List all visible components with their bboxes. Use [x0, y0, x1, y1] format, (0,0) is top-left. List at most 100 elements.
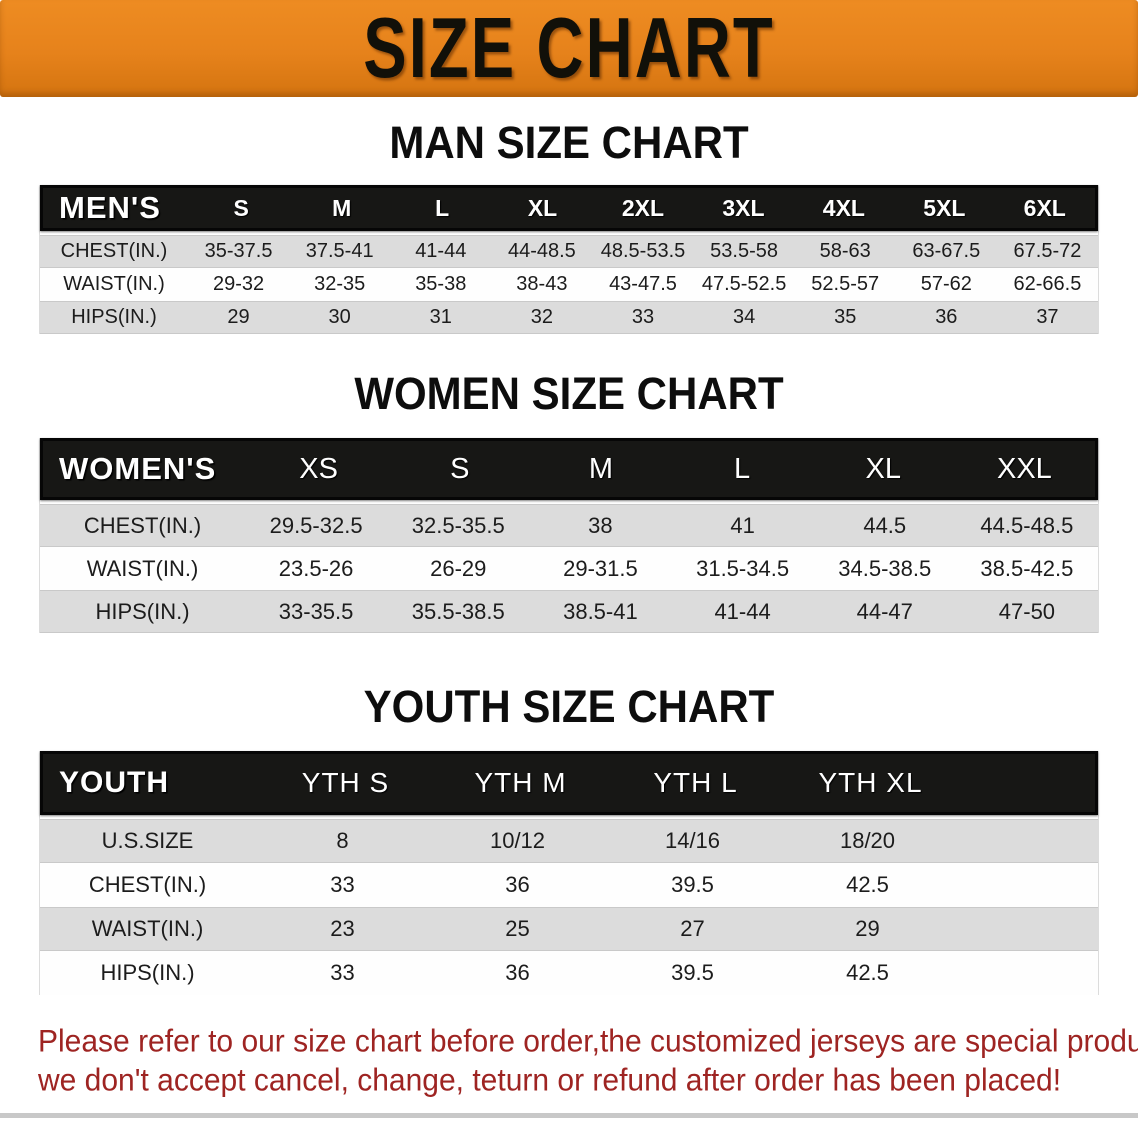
table-header-row: MEN'S S M L XL 2XL 3XL 4XL 5XL 6XL: [40, 185, 1098, 231]
table-cell: 30: [328, 306, 351, 328]
table-cell: 10/12: [489, 828, 546, 853]
table-cell: 67.5-72: [1013, 240, 1082, 262]
table-cell: 63-67.5: [912, 240, 981, 262]
table-cell: 44-48.5: [507, 240, 576, 262]
table-cell: 44-47: [856, 598, 913, 624]
table-cell: 62-66.5: [1013, 273, 1082, 295]
women-section-title: WOMEN SIZE CHART: [0, 368, 1138, 419]
table-cell: 33: [330, 960, 355, 985]
table-row: WAIST(IN.) 23 25 27 29: [40, 907, 1098, 951]
column-header: XL: [527, 194, 558, 221]
disclaimer-line-1: Please refer to our size chart before or…: [38, 1024, 1138, 1059]
table-header-label: WOMEN'S: [59, 451, 217, 486]
table-row: HIPS(IN.) 33-35.5 35.5-38.5 38.5-41 41-44 44-…: [40, 590, 1098, 633]
table-cell: 42.5: [846, 872, 889, 897]
table-cell: 26-29: [430, 555, 487, 581]
table-cell: 39.5: [671, 960, 714, 985]
table-row: CHEST(IN.) 33 36 39.5 42.5: [40, 863, 1098, 907]
column-header: 5XL: [923, 194, 966, 221]
column-header: S: [233, 194, 249, 221]
row-label: WAIST(IN.): [91, 916, 204, 941]
table-cell: 37.5-41: [305, 240, 374, 262]
table-row: U.S.SIZE 8 10/12 14/16 18/20: [40, 819, 1098, 863]
row-label: WAIST(IN.): [86, 555, 199, 581]
column-header: M: [332, 194, 352, 221]
table-cell: 35-38: [415, 273, 467, 295]
table-cell: 41-44: [714, 598, 771, 624]
table-cell: 29.5-32.5: [269, 512, 363, 538]
column-header: M: [588, 452, 613, 485]
table-cell: 29-32: [212, 273, 265, 295]
table-cell: 18/20: [839, 828, 896, 853]
column-header: YTH M: [474, 767, 567, 798]
table-cell: 14/16: [664, 828, 721, 853]
table-header-label: YOUTH: [59, 766, 169, 799]
table-cell: 52.5-57: [811, 273, 880, 295]
table-cell: 35-37.5: [204, 240, 273, 262]
table-cell: 47-50: [998, 598, 1056, 624]
column-header: XS: [299, 452, 338, 485]
youth-section-title-text: YOUTH SIZE CHART: [363, 681, 775, 732]
row-label: HIPS(IN.): [100, 960, 195, 985]
table-cell: 32: [530, 306, 553, 328]
table-cell: 36: [505, 960, 530, 985]
table-row: WAIST(IN.) 29-32 32-35 35-38 38-43 43-47.5 47.…: [40, 268, 1098, 301]
man-section-title-text: MAN SIZE CHART: [389, 117, 749, 168]
row-label: CHEST(IN.): [83, 512, 202, 538]
banner-title: SIZE CHART: [363, 0, 775, 97]
women-section-title-text: WOMEN SIZE CHART: [354, 368, 784, 419]
column-header: 3XL: [722, 194, 765, 221]
table-cell: 32.5-35.5: [411, 512, 505, 538]
table-cell: 37: [1036, 306, 1059, 328]
table-cell: 27: [680, 916, 705, 941]
table-row: CHEST(IN.) 35-37.5 37.5-41 41-44 44-48.5 48.5…: [40, 235, 1098, 268]
table-cell: 38.5-42.5: [980, 555, 1074, 581]
row-label: CHEST(IN.): [60, 240, 168, 262]
table-cell: 44.5-48.5: [980, 512, 1074, 538]
size-chart-banner: SIZE CHART: [0, 0, 1138, 97]
column-header: YTH XL: [818, 767, 923, 798]
row-label: CHEST(IN.): [88, 872, 207, 897]
table-row: HIPS(IN.) 29 30 31 32 33 34 35 36 37: [40, 301, 1098, 334]
table-cell: 36: [935, 306, 958, 328]
table-cell: 33-35.5: [278, 598, 354, 624]
table-cell: 41: [730, 512, 755, 538]
table-cell: 42.5: [846, 960, 889, 985]
table-cell: 29: [855, 916, 880, 941]
bottom-border-strip: [0, 1113, 1138, 1118]
table-cell: 31.5-34.5: [696, 555, 790, 581]
table-cell: 48.5-53.5: [600, 240, 686, 262]
table-cell: 34.5-38.5: [838, 555, 932, 581]
table-cell: 38.5-41: [563, 598, 638, 624]
table-cell: 23.5-26: [278, 555, 354, 581]
table-cell: 29-31.5: [563, 555, 638, 581]
column-header: L: [734, 452, 751, 485]
table-cell: 36: [505, 872, 530, 897]
row-label: HIPS(IN.): [71, 306, 157, 328]
table-cell: 29: [227, 306, 250, 328]
table-cell: 35.5-38.5: [411, 598, 505, 624]
man-section-title: MAN SIZE CHART: [0, 117, 1138, 168]
column-header: L: [435, 194, 450, 221]
table-row: HIPS(IN.) 33 36 39.5 42.5: [40, 951, 1098, 995]
table-cell: 35: [834, 306, 857, 328]
women-size-table: WOMEN'S XS S M L XL XXL CHEST(IN.) 29.5-32.5 32.5…: [39, 438, 1099, 633]
disclaimer-text: Please refer to our size chart before or…: [38, 1021, 1138, 1099]
column-header: XL: [865, 452, 901, 485]
row-label: U.S.SIZE: [101, 828, 194, 853]
row-label: HIPS(IN.): [95, 598, 190, 624]
column-header: XXL: [997, 452, 1052, 485]
table-cell: 41-44: [415, 240, 467, 262]
table-row: WAIST(IN.) 23.5-26 26-29 29-31.5 31.5-34.5 34…: [40, 547, 1098, 590]
table-header-row: WOMEN'S XS S M L XL XXL: [40, 438, 1098, 500]
table-cell: 57-62: [920, 273, 972, 295]
table-cell: 31: [429, 306, 452, 328]
table-cell: 44.5: [863, 512, 907, 538]
column-header: 2XL: [621, 194, 665, 221]
column-header: S: [450, 452, 470, 485]
column-header: YTH L: [653, 767, 738, 798]
row-label: WAIST(IN.): [63, 273, 165, 295]
table-cell: 25: [505, 916, 530, 941]
table-cell: 58-63: [819, 240, 871, 262]
table-cell: 39.5: [671, 872, 714, 897]
